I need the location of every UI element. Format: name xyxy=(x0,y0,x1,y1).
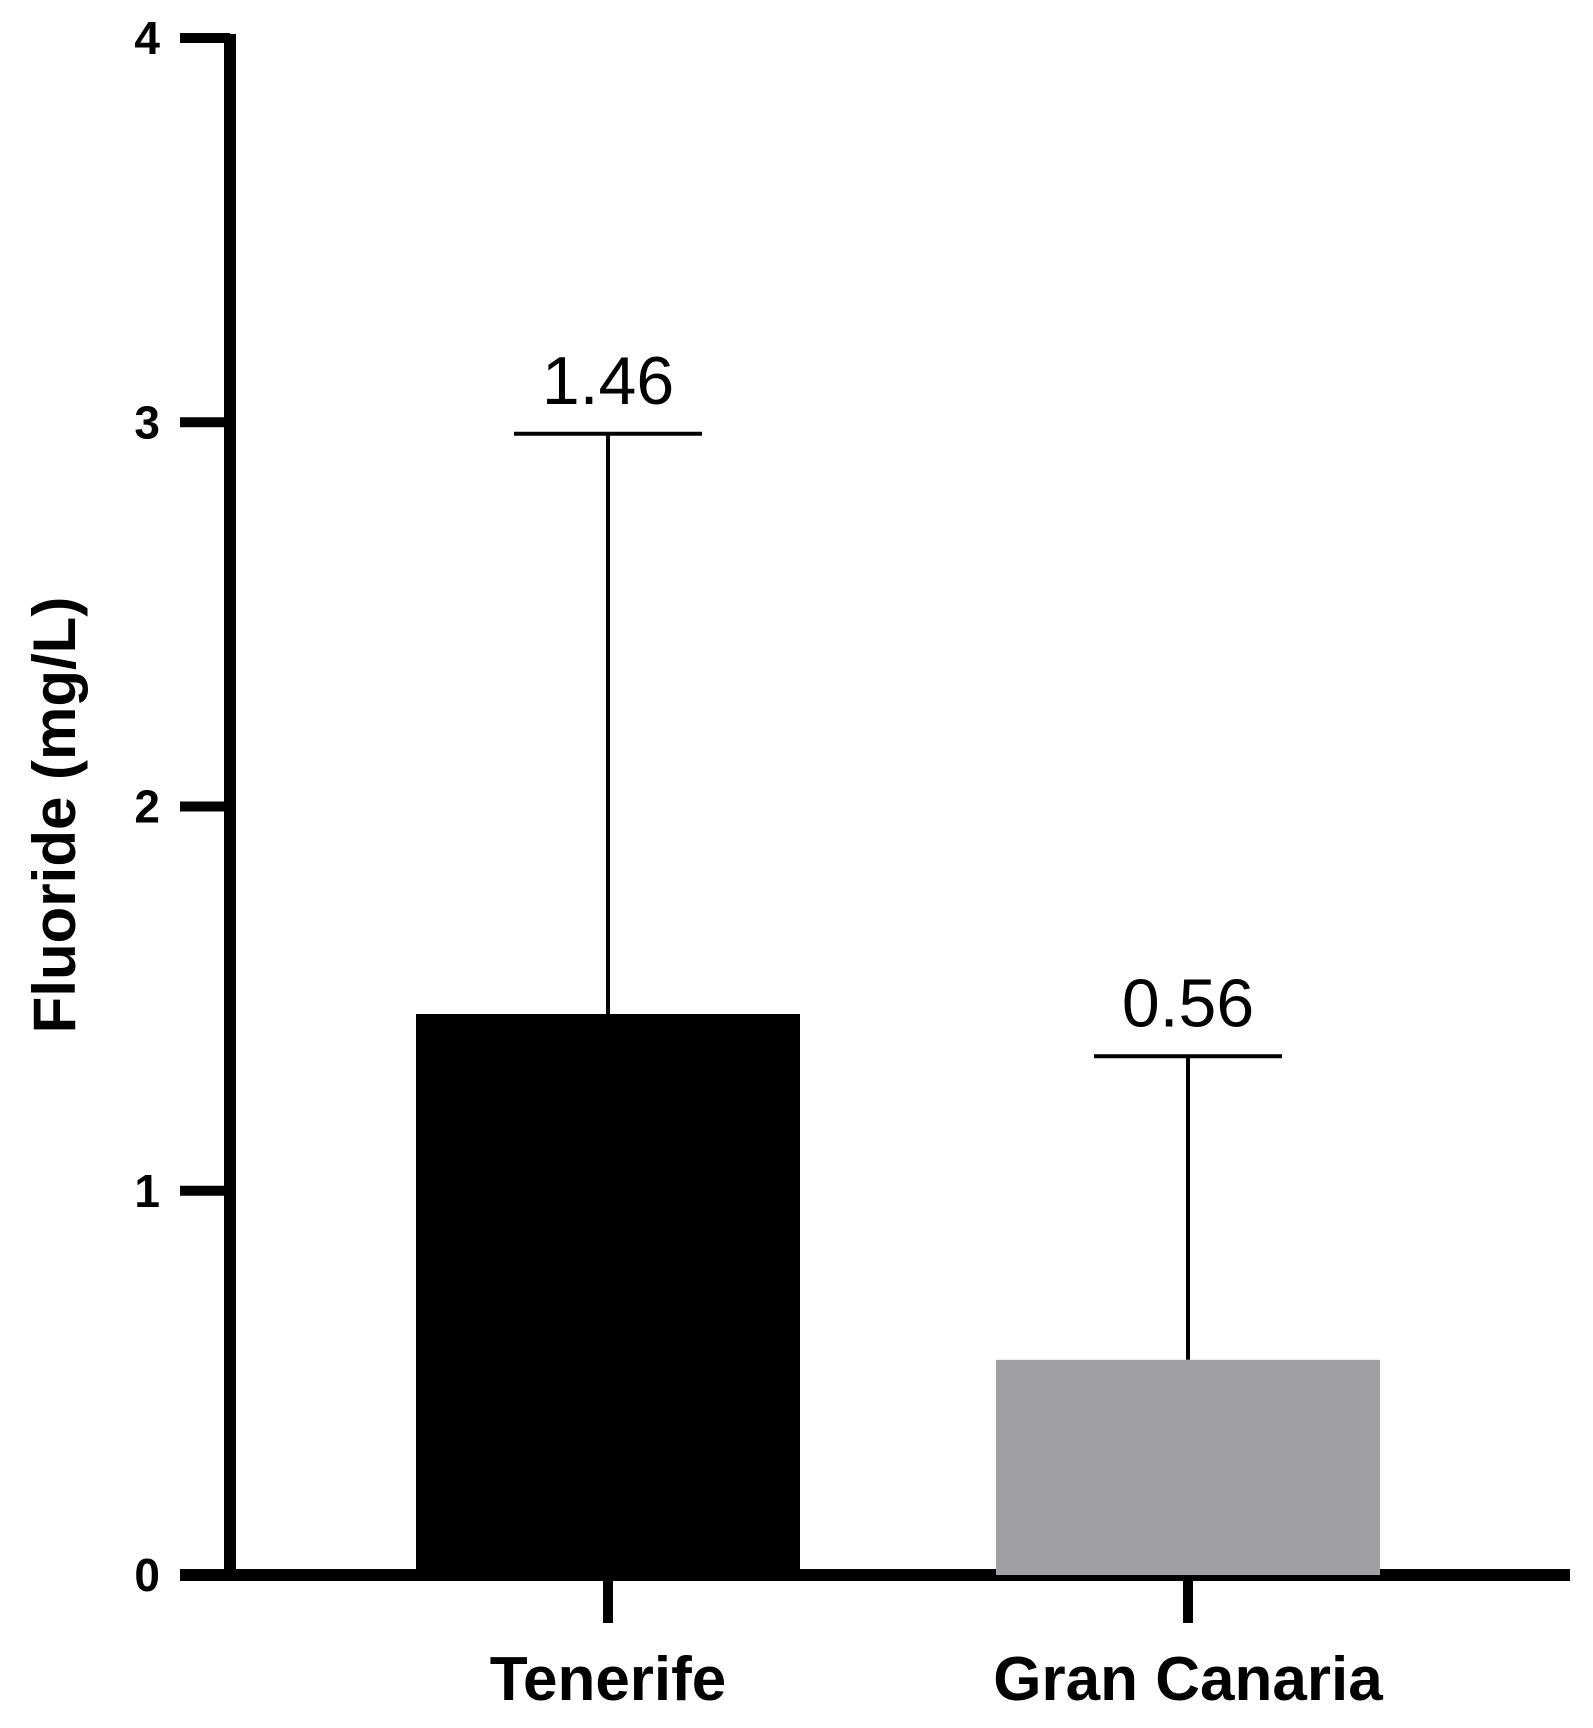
y-tick-label: 3 xyxy=(134,396,160,448)
category-label: Tenerife xyxy=(490,1645,727,1714)
y-tick-label: 1 xyxy=(134,1165,160,1217)
bar xyxy=(416,1013,800,1575)
y-axis-title: Fluoride (mg/L) xyxy=(21,597,88,1034)
y-tick-label: 0 xyxy=(134,1549,160,1601)
category-label: Gran Canaria xyxy=(993,1645,1383,1714)
bar xyxy=(996,1359,1380,1575)
data-label: 0.56 xyxy=(1122,965,1254,1041)
data-label: 1.46 xyxy=(542,343,674,419)
y-tick-label: 2 xyxy=(134,781,160,833)
y-tick-label: 4 xyxy=(134,12,160,64)
